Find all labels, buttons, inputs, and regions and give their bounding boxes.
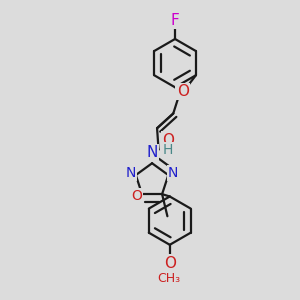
Text: F: F — [171, 13, 179, 28]
Text: N: N — [168, 166, 178, 180]
Text: N: N — [126, 166, 136, 180]
Text: O: O — [164, 256, 176, 271]
Text: H: H — [162, 143, 172, 157]
Text: CH₃: CH₃ — [158, 272, 181, 285]
Text: O: O — [177, 84, 189, 99]
Text: N: N — [146, 146, 158, 160]
Text: O: O — [162, 133, 174, 148]
Text: O: O — [131, 189, 142, 203]
